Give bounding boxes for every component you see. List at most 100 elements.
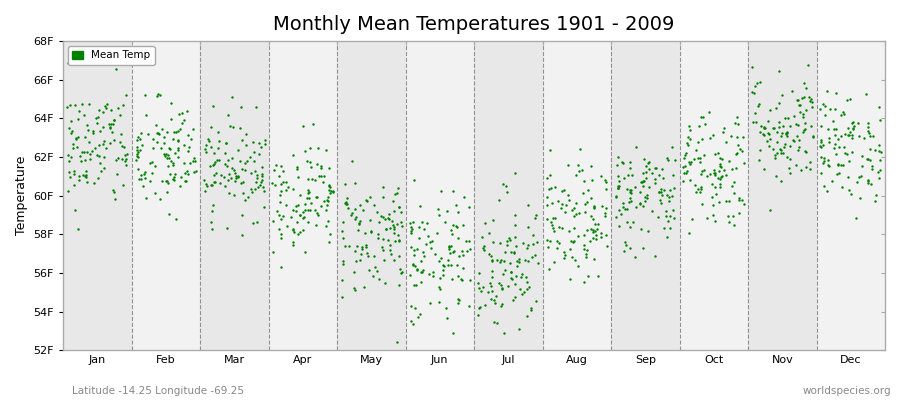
Point: [352, 220, 366, 227]
Point: [130, 148, 145, 155]
Point: [834, 162, 849, 168]
Point: [71, 172, 86, 179]
Point: [451, 209, 465, 215]
Point: [287, 229, 302, 235]
Point: [816, 157, 831, 164]
Point: [310, 161, 324, 168]
Point: [402, 220, 417, 226]
Bar: [131, 41, 200, 350]
Point: [475, 234, 490, 241]
Point: [590, 221, 605, 227]
Point: [800, 62, 814, 68]
Point: [68, 102, 83, 108]
Point: [254, 179, 268, 186]
Point: [414, 268, 428, 275]
Point: [415, 219, 429, 225]
Point: [462, 204, 476, 210]
Point: [635, 170, 650, 176]
Point: [317, 197, 331, 204]
Point: [680, 134, 695, 140]
Point: [768, 152, 782, 159]
Point: [97, 138, 112, 144]
Point: [566, 212, 580, 219]
Point: [130, 166, 145, 172]
Point: [184, 136, 199, 142]
Point: [274, 180, 288, 187]
Point: [376, 214, 391, 221]
Point: [786, 136, 800, 143]
Point: [844, 132, 859, 138]
Point: [440, 261, 454, 268]
Point: [578, 200, 592, 207]
Point: [690, 154, 705, 161]
Point: [348, 214, 363, 220]
Point: [757, 124, 771, 131]
Point: [303, 159, 318, 165]
Point: [60, 152, 75, 158]
Point: [734, 146, 748, 152]
Point: [205, 162, 220, 168]
Point: [484, 283, 499, 289]
Point: [651, 214, 665, 220]
Point: [225, 154, 239, 161]
Point: [828, 141, 842, 148]
Point: [804, 166, 818, 172]
Point: [76, 172, 90, 178]
Point: [511, 256, 526, 262]
Point: [834, 112, 849, 118]
Point: [231, 174, 246, 180]
Point: [377, 257, 392, 264]
Point: [83, 151, 97, 157]
Point: [520, 286, 535, 292]
Point: [707, 218, 722, 224]
Point: [139, 194, 153, 201]
Point: [695, 136, 709, 142]
Point: [623, 158, 637, 165]
Point: [638, 198, 652, 204]
Point: [635, 183, 650, 189]
Point: [700, 172, 715, 179]
Point: [610, 185, 625, 192]
Point: [576, 190, 590, 196]
Point: [431, 212, 446, 218]
Point: [313, 202, 328, 209]
Point: [200, 183, 214, 189]
Point: [568, 257, 582, 263]
Point: [782, 164, 796, 171]
Point: [255, 171, 269, 178]
Point: [235, 166, 249, 172]
Point: [413, 203, 428, 210]
Point: [270, 208, 284, 214]
Point: [703, 135, 717, 142]
Point: [841, 124, 855, 131]
Point: [198, 188, 212, 195]
Point: [745, 89, 760, 96]
Point: [706, 202, 720, 208]
Point: [521, 258, 535, 264]
Point: [783, 156, 797, 162]
Point: [404, 318, 419, 324]
Point: [79, 179, 94, 186]
Point: [252, 151, 266, 158]
Point: [137, 171, 151, 177]
Point: [310, 209, 325, 216]
Point: [345, 210, 359, 216]
Point: [138, 169, 152, 176]
Point: [713, 176, 727, 182]
Point: [341, 204, 356, 211]
Point: [555, 201, 570, 208]
Point: [554, 204, 568, 211]
Point: [233, 125, 248, 132]
Point: [767, 124, 781, 131]
Point: [275, 179, 290, 186]
Point: [798, 85, 813, 92]
Point: [854, 153, 868, 159]
Point: [230, 173, 245, 180]
Point: [552, 224, 566, 230]
Point: [130, 153, 144, 160]
Point: [757, 124, 771, 130]
Point: [637, 194, 652, 200]
Point: [132, 176, 147, 182]
Point: [594, 173, 608, 180]
Point: [866, 133, 880, 139]
